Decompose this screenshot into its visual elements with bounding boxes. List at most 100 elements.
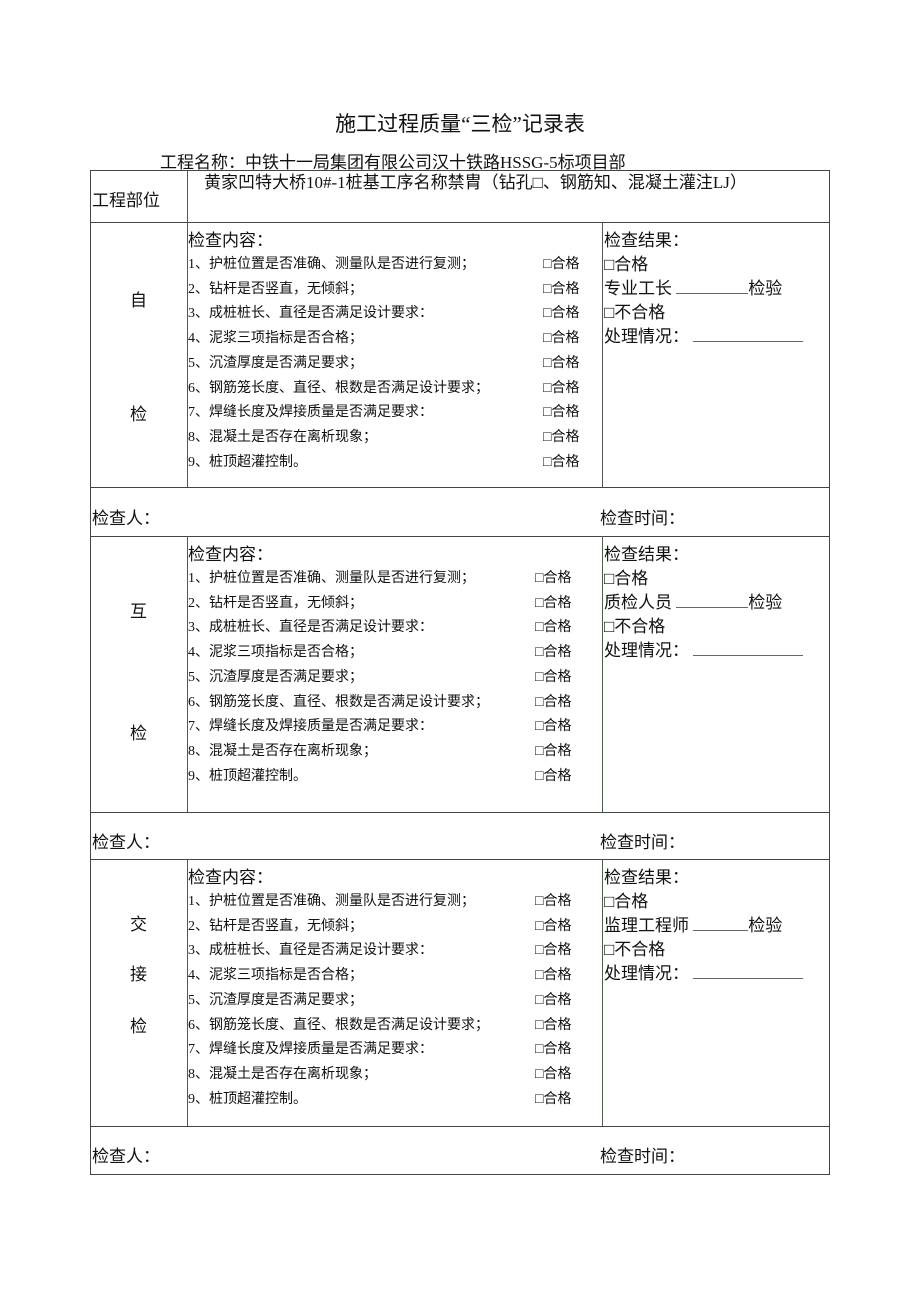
section-char: 检 — [130, 1017, 147, 1036]
check-item: 7、焊缝长度及焊接质量是否满足要求： — [188, 1042, 433, 1058]
check-item: 5、沉渣厚度是否满足要求； — [188, 992, 363, 1008]
inspect-time-label: 检查时间： — [600, 1147, 685, 1166]
section-char: 接 — [130, 965, 147, 984]
check-item: 8、混凝土是否存在离析现象； — [188, 743, 377, 759]
pass-checkbox[interactable]: □合格 — [535, 918, 572, 934]
check-item: 2、钻杆是否竖直，无倾斜； — [188, 281, 363, 297]
role-label: 监理工程师 — [604, 916, 689, 935]
pass-checkbox[interactable]: □合格 — [535, 669, 572, 685]
handling-label: 处理情况： — [604, 641, 689, 660]
pass-checkbox[interactable]: □合格 — [535, 694, 572, 710]
check-item: 2、钻杆是否竖直，无倾斜； — [188, 918, 363, 934]
pass-checkbox[interactable]: □合格 — [543, 281, 580, 297]
result-pass-checkbox[interactable]: □合格 — [604, 892, 649, 911]
inspector-label: 检查人： — [92, 509, 160, 528]
result-label: 检查结果： — [604, 868, 689, 887]
pass-checkbox[interactable]: □合格 — [535, 1017, 572, 1033]
section-char: 交 — [130, 915, 147, 934]
pass-checkbox[interactable]: □合格 — [535, 595, 572, 611]
inspector-label: 检查人： — [92, 1147, 160, 1166]
pass-checkbox[interactable]: □合格 — [543, 355, 580, 371]
verify-label: 检验 — [748, 593, 783, 612]
part-value: 黄家凹特大桥10#-1桩基工序名称禁胄（钻孔□、钢筋知、混凝土灌注LJ） — [204, 173, 747, 192]
check-item: 9、桩顶超灌控制。 — [188, 454, 307, 470]
section-0 — [90, 222, 830, 488]
check-item: 7、焊缝长度及焊接质量是否满足要求： — [188, 405, 433, 421]
check-item: 8、混凝土是否存在离析现象； — [188, 429, 377, 445]
inspect-time-label: 检查时间： — [600, 509, 685, 528]
pass-checkbox[interactable]: □合格 — [543, 331, 580, 347]
check-item: 3、成桩桩长、直径是否满足设计要求： — [188, 620, 433, 636]
pass-checkbox[interactable]: □合格 — [535, 943, 572, 959]
project-name: 工程名称：中铁十一局集团有限公司汉十铁路HSSG-5标项目部 — [160, 153, 626, 172]
signature-field[interactable] — [693, 916, 749, 931]
content-label: 检查内容： — [188, 545, 273, 564]
check-item: 4、泥浆三项指标是否合格； — [188, 331, 363, 347]
section-2 — [90, 859, 830, 1127]
pass-checkbox[interactable]: □合格 — [535, 1066, 572, 1082]
check-item: 1、护桩位置是否准确、测量队是否进行复测； — [188, 257, 475, 272]
check-item: 3、成桩桩长、直径是否满足设计要求： — [188, 943, 433, 959]
result-fail-checkbox[interactable]: □不合格 — [604, 617, 666, 636]
pass-checkbox[interactable]: □合格 — [535, 743, 572, 759]
result-fail-checkbox[interactable]: □不合格 — [604, 940, 666, 959]
role-label: 专业工长 — [604, 279, 672, 298]
pass-checkbox[interactable]: □合格 — [543, 405, 580, 421]
check-item: 1、护桩位置是否准确、测量队是否进行复测； — [188, 571, 475, 586]
check-item: 4、泥浆三项指标是否合格； — [188, 645, 363, 661]
pass-checkbox[interactable]: □合格 — [543, 454, 580, 470]
handling-label: 处理情况： — [604, 327, 689, 346]
pass-checkbox[interactable]: □合格 — [535, 620, 572, 636]
signature-field[interactable] — [676, 279, 749, 294]
section-char: 自 — [130, 291, 147, 310]
pass-checkbox[interactable]: □合格 — [543, 257, 580, 272]
check-item: 5、沉渣厚度是否满足要求； — [188, 355, 363, 371]
pass-checkbox[interactable]: □合格 — [535, 768, 572, 784]
handling-field[interactable] — [693, 641, 804, 656]
pass-checkbox[interactable]: □合格 — [535, 645, 572, 661]
pass-checkbox[interactable]: □合格 — [535, 1091, 572, 1107]
pass-checkbox[interactable]: □合格 — [543, 306, 580, 322]
check-item: 6、钢筋笼长度、直径、根数是否满足设计要求； — [188, 694, 489, 710]
pass-checkbox[interactable]: □合格 — [535, 571, 572, 586]
section-char: 互 — [130, 602, 147, 621]
result-pass-checkbox[interactable]: □合格 — [604, 569, 649, 588]
check-item: 2、钻杆是否竖直，无倾斜； — [188, 595, 363, 611]
check-item: 6、钢筋笼长度、直径、根数是否满足设计要求； — [188, 380, 489, 396]
page-title: 施工过程质量“三检”记录表 — [335, 112, 585, 136]
section-1 — [90, 536, 830, 813]
verify-label: 检验 — [748, 916, 783, 935]
pass-checkbox[interactable]: □合格 — [543, 429, 580, 445]
pass-checkbox[interactable]: □合格 — [535, 719, 572, 735]
section-char: 检 — [130, 724, 147, 743]
content-label: 检查内容： — [188, 231, 273, 250]
pass-checkbox[interactable]: □合格 — [535, 992, 572, 1008]
inspector-label: 检查人： — [92, 833, 160, 852]
pass-checkbox[interactable]: □合格 — [535, 968, 572, 984]
check-item: 1、护桩位置是否准确、测量队是否进行复测； — [188, 894, 475, 909]
check-item: 4、泥浆三项指标是否合格； — [188, 968, 363, 984]
part-label: 工程部位 — [92, 191, 160, 210]
check-item: 5、沉渣厚度是否满足要求； — [188, 669, 363, 685]
result-pass-checkbox[interactable]: □合格 — [604, 255, 649, 274]
result-label: 检查结果： — [604, 545, 689, 564]
verify-label: 检验 — [748, 279, 783, 298]
handling-label: 处理情况： — [604, 964, 689, 983]
pass-checkbox[interactable]: □合格 — [535, 894, 572, 909]
check-item: 8、混凝土是否存在离析现象； — [188, 1066, 377, 1082]
pass-checkbox[interactable]: □合格 — [535, 1042, 572, 1058]
check-item: 9、桩顶超灌控制。 — [188, 1091, 307, 1107]
check-item: 9、桩顶超灌控制。 — [188, 768, 307, 784]
role-label: 质检人员 — [604, 593, 672, 612]
check-item: 7、焊缝长度及焊接质量是否满足要求： — [188, 719, 433, 735]
handling-field[interactable] — [693, 327, 804, 342]
check-item: 3、成桩桩长、直径是否满足设计要求： — [188, 306, 433, 322]
section-char: 检 — [130, 405, 147, 424]
signature-field[interactable] — [676, 593, 749, 608]
result-label: 检查结果： — [604, 231, 689, 250]
pass-checkbox[interactable]: □合格 — [543, 380, 580, 396]
handling-field[interactable] — [693, 964, 804, 979]
result-fail-checkbox[interactable]: □不合格 — [604, 303, 666, 322]
check-item: 6、钢筋笼长度、直径、根数是否满足设计要求； — [188, 1017, 489, 1033]
